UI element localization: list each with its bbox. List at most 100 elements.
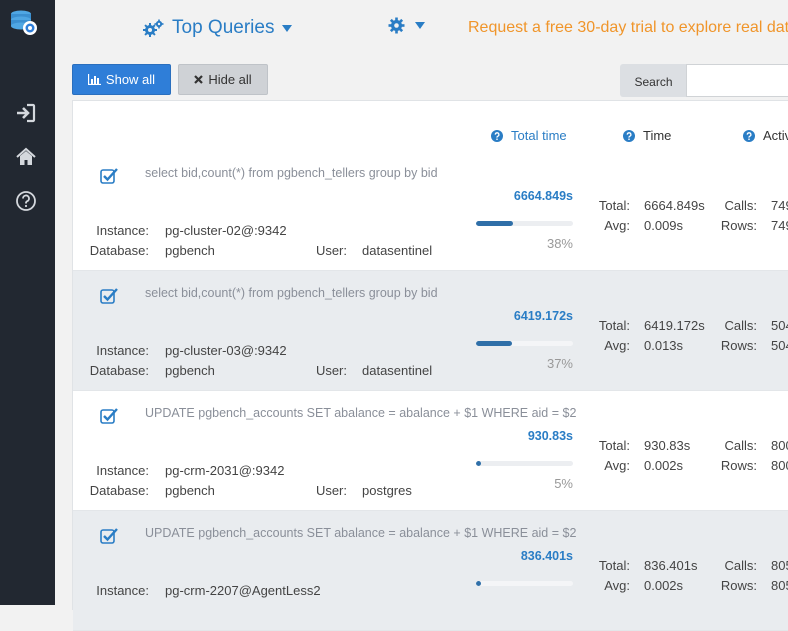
total-time-percent: 38% <box>546 236 573 251</box>
time-avg-value: 0.009s <box>644 218 684 233</box>
show-all-button[interactable]: Show all <box>72 64 171 95</box>
caret-down-icon <box>415 22 425 29</box>
rows-value: 805 <box>771 578 788 593</box>
total-label: Total: <box>598 318 630 333</box>
instance-label: Instance: <box>96 463 149 478</box>
calls-label: Calls: <box>724 558 757 573</box>
total-time-percent: 37% <box>546 356 573 371</box>
rows-value: 749 <box>771 218 788 233</box>
calls-label: Calls: <box>724 318 757 333</box>
calls-value: 504 <box>771 318 788 333</box>
rows-label: Rows: <box>720 458 757 473</box>
active-header: Active <box>763 128 788 143</box>
database-label: Database: <box>89 363 149 378</box>
user-value: datasentinel <box>362 363 433 378</box>
search-input[interactable] <box>686 64 788 97</box>
total-time-bar <box>476 221 573 226</box>
instance-label: Instance: <box>96 223 149 238</box>
home-icon[interactable] <box>15 146 37 168</box>
page-title: Top Queries <box>172 17 275 38</box>
avg-label: Avg: <box>604 458 630 473</box>
total-time-percent: 5% <box>554 476 573 491</box>
total-time-bar-fill <box>476 341 512 346</box>
calls-label: Calls: <box>724 198 757 213</box>
calls-value: 805 <box>771 558 788 573</box>
close-icon <box>194 75 204 84</box>
checkbox-checked-icon[interactable] <box>100 287 118 304</box>
gear-icon <box>388 17 405 34</box>
time-avg-value: 0.002s <box>644 578 684 593</box>
instance-label: Instance: <box>96 583 149 598</box>
total-time-bar-fill <box>476 221 513 226</box>
total-label: Total: <box>598 198 630 213</box>
total-time-value: 836.401s <box>520 549 573 563</box>
help-icon <box>743 129 755 142</box>
user-value: postgres <box>362 483 412 498</box>
checkbox-checked-icon[interactable] <box>100 407 118 424</box>
database-value: pgbench <box>165 363 215 378</box>
avg-label: Avg: <box>604 578 630 593</box>
user-value: datasentinel <box>362 243 433 258</box>
database-value: pgbench <box>165 483 215 498</box>
datasentinel-logo-icon[interactable] <box>9 9 39 37</box>
bar-chart-icon <box>87 74 101 85</box>
hide-all-label: Hide all <box>208 72 252 87</box>
instance-value: pg-crm-2207@AgentLess2 <box>165 583 321 598</box>
instance-value: pg-cluster-02@:9342 <box>165 223 287 238</box>
total-time-bar <box>476 461 573 466</box>
avg-label: Avg: <box>604 338 630 353</box>
help-icon[interactable] <box>15 190 37 212</box>
top-queries-menu[interactable]: Top Queries <box>143 16 293 40</box>
search-label: Search <box>620 64 687 97</box>
user-label: User: <box>315 363 347 378</box>
checkbox-checked-icon[interactable] <box>100 167 118 184</box>
sign-in-icon[interactable] <box>15 102 37 124</box>
column-header-total-time[interactable]: Total time <box>491 128 567 143</box>
checkbox-checked-icon[interactable] <box>100 527 118 544</box>
total-time-header: Total time <box>511 128 567 143</box>
avg-label: Avg: <box>604 218 630 233</box>
query-text[interactable]: UPDATE pgbench_accounts SET abalance = a… <box>145 526 577 540</box>
database-label: Database: <box>89 483 149 498</box>
instance-value: pg-crm-2031@:9342 <box>165 463 285 478</box>
time-total-value: 930.83s <box>644 438 691 453</box>
help-icon <box>623 129 635 142</box>
user-label: User: <box>315 483 347 498</box>
total-label: Total: <box>598 438 630 453</box>
rows-value: 504 <box>771 338 788 353</box>
database-label: Database: <box>89 243 149 258</box>
query-row: select bid,count(*) from pgbench_tellers… <box>73 271 788 391</box>
total-time-value: 6419.172s <box>513 309 573 323</box>
query-row: UPDATE pgbench_accounts SET abalance = a… <box>73 511 788 631</box>
settings-menu[interactable] <box>388 17 425 34</box>
time-header: Time <box>643 128 672 143</box>
total-label: Total: <box>598 558 630 573</box>
total-time-bar-fill <box>476 461 481 466</box>
instance-value: pg-cluster-03@:9342 <box>165 343 287 358</box>
database-value: pgbench <box>165 243 215 258</box>
calls-value: 749 <box>771 198 788 213</box>
rows-label: Rows: <box>720 578 757 593</box>
calls-label: Calls: <box>724 438 757 453</box>
time-total-value: 6664.849s <box>644 198 705 213</box>
query-text[interactable]: select bid,count(*) from pgbench_tellers… <box>145 166 438 180</box>
query-text[interactable]: select bid,count(*) from pgbench_tellers… <box>145 286 438 300</box>
hide-all-button[interactable]: Hide all <box>178 64 268 95</box>
column-header-time[interactable]: Time <box>623 128 671 143</box>
caret-down-icon <box>282 24 293 32</box>
show-all-label: Show all <box>105 72 156 87</box>
time-avg-value: 0.002s <box>644 458 684 473</box>
trial-promo-link[interactable]: Request a free 30-day trial to explore r… <box>468 19 788 36</box>
sidebar <box>0 0 55 605</box>
total-time-bar-fill <box>476 581 481 586</box>
rows-label: Rows: <box>720 338 757 353</box>
rows-value: 800 <box>771 458 788 473</box>
column-header-active[interactable]: Active <box>743 128 788 143</box>
user-label: User: <box>315 243 347 258</box>
time-avg-value: 0.013s <box>644 338 684 353</box>
time-total-value: 836.401s <box>644 558 698 573</box>
total-time-bar <box>476 341 573 346</box>
rows-label: Rows: <box>720 218 757 233</box>
query-text[interactable]: UPDATE pgbench_accounts SET abalance = a… <box>145 406 577 420</box>
instance-label: Instance: <box>96 343 149 358</box>
